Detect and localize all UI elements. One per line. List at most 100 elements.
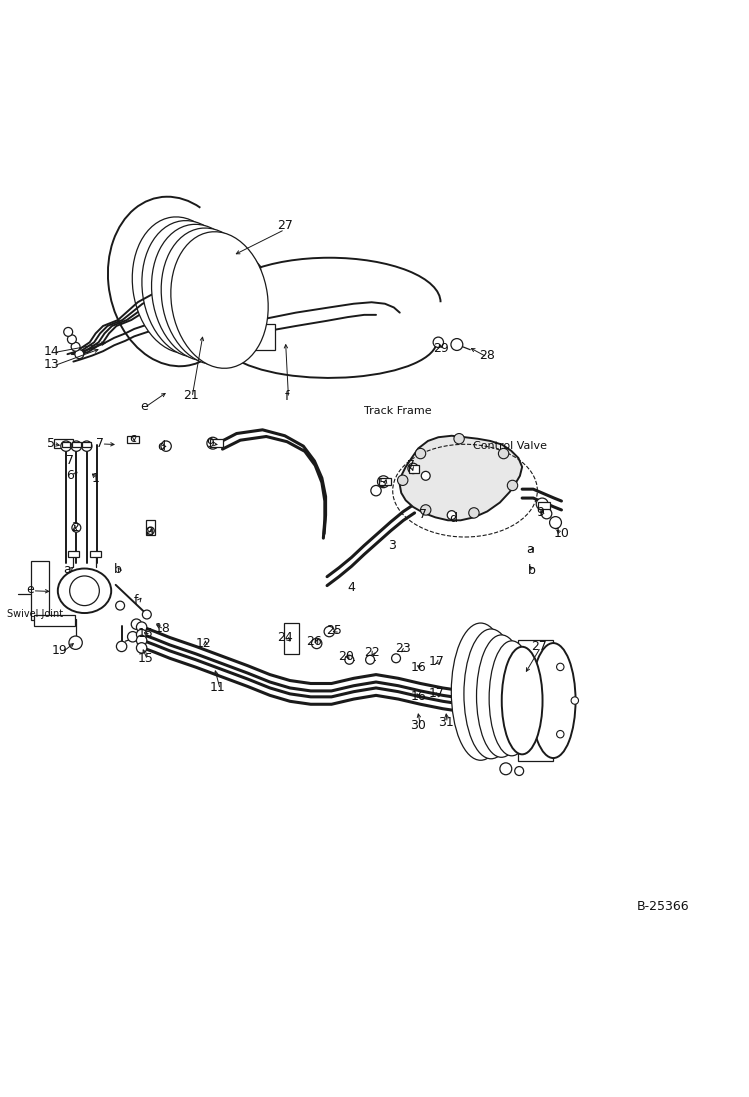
Circle shape <box>485 686 495 697</box>
Ellipse shape <box>171 231 268 369</box>
Text: 11: 11 <box>210 681 226 694</box>
Circle shape <box>392 654 401 663</box>
Circle shape <box>571 697 578 704</box>
Text: c: c <box>130 432 136 445</box>
Polygon shape <box>214 255 261 312</box>
Text: 24: 24 <box>277 631 293 644</box>
Circle shape <box>377 476 389 488</box>
Text: 7: 7 <box>67 454 74 467</box>
Circle shape <box>71 441 82 451</box>
Bar <box>222 324 275 350</box>
Circle shape <box>524 738 531 746</box>
Circle shape <box>192 324 203 335</box>
Text: 19: 19 <box>52 644 68 657</box>
Circle shape <box>498 715 505 723</box>
Circle shape <box>136 630 147 640</box>
Text: 27: 27 <box>531 640 547 653</box>
Circle shape <box>371 486 381 496</box>
Bar <box>127 436 139 443</box>
Circle shape <box>524 655 531 663</box>
Text: 7: 7 <box>96 437 104 450</box>
Circle shape <box>312 638 322 648</box>
Circle shape <box>136 635 147 646</box>
Text: b: b <box>528 564 536 577</box>
Text: 9: 9 <box>537 507 545 519</box>
Text: 6: 6 <box>67 470 74 483</box>
Circle shape <box>416 449 425 459</box>
Circle shape <box>485 691 495 702</box>
Circle shape <box>454 433 464 444</box>
Ellipse shape <box>142 220 239 358</box>
Circle shape <box>324 626 335 636</box>
Circle shape <box>557 664 564 670</box>
Text: 5: 5 <box>47 437 55 450</box>
Text: B-25366: B-25366 <box>637 900 689 913</box>
Text: 1: 1 <box>91 472 100 485</box>
Circle shape <box>398 475 408 486</box>
Bar <box>91 551 101 556</box>
Circle shape <box>242 280 249 286</box>
Text: a: a <box>527 543 534 556</box>
Text: 16: 16 <box>410 660 426 674</box>
Text: 9: 9 <box>207 437 214 450</box>
Circle shape <box>82 441 92 451</box>
Circle shape <box>498 678 505 686</box>
Text: 22: 22 <box>364 646 380 659</box>
Circle shape <box>131 619 142 630</box>
Ellipse shape <box>531 643 575 758</box>
Text: d: d <box>157 440 165 453</box>
Text: 18: 18 <box>154 622 170 635</box>
Circle shape <box>542 508 552 519</box>
Bar <box>284 623 299 654</box>
Text: 21: 21 <box>183 389 198 403</box>
Text: 5: 5 <box>380 477 387 489</box>
Circle shape <box>115 601 124 610</box>
Circle shape <box>557 731 564 738</box>
Text: 16: 16 <box>410 690 426 703</box>
Circle shape <box>72 523 81 532</box>
Circle shape <box>142 610 151 619</box>
Ellipse shape <box>502 647 542 755</box>
Circle shape <box>71 342 80 351</box>
Circle shape <box>75 350 84 359</box>
Ellipse shape <box>452 623 510 760</box>
Circle shape <box>433 337 443 348</box>
Ellipse shape <box>476 635 527 757</box>
Circle shape <box>127 632 138 642</box>
Circle shape <box>366 655 374 664</box>
Text: 27: 27 <box>277 219 293 233</box>
Text: 3: 3 <box>389 539 396 552</box>
Text: 14: 14 <box>43 344 59 358</box>
Text: 7: 7 <box>419 508 428 521</box>
Circle shape <box>231 263 240 272</box>
Circle shape <box>67 335 76 343</box>
Text: 15: 15 <box>138 652 154 665</box>
Circle shape <box>237 330 252 344</box>
Ellipse shape <box>464 629 518 759</box>
Circle shape <box>485 678 495 689</box>
Circle shape <box>421 472 430 480</box>
Polygon shape <box>31 561 49 621</box>
Circle shape <box>161 441 172 451</box>
Ellipse shape <box>489 641 534 756</box>
Ellipse shape <box>133 217 230 353</box>
Circle shape <box>345 655 354 664</box>
Circle shape <box>515 716 526 726</box>
Circle shape <box>500 762 512 774</box>
Text: 2: 2 <box>71 521 79 534</box>
Text: 17: 17 <box>429 655 445 668</box>
Text: 8: 8 <box>145 525 153 539</box>
Bar <box>146 520 155 535</box>
Circle shape <box>70 576 100 606</box>
Text: 25: 25 <box>327 623 342 636</box>
Text: Track Frame: Track Frame <box>365 406 432 416</box>
Circle shape <box>469 508 479 518</box>
Circle shape <box>242 272 249 280</box>
Text: 23: 23 <box>395 642 411 655</box>
Text: e: e <box>26 583 34 596</box>
Bar <box>539 501 550 509</box>
Text: d: d <box>449 512 457 525</box>
Text: b: b <box>114 563 122 576</box>
Bar <box>409 465 419 473</box>
Circle shape <box>408 463 418 474</box>
